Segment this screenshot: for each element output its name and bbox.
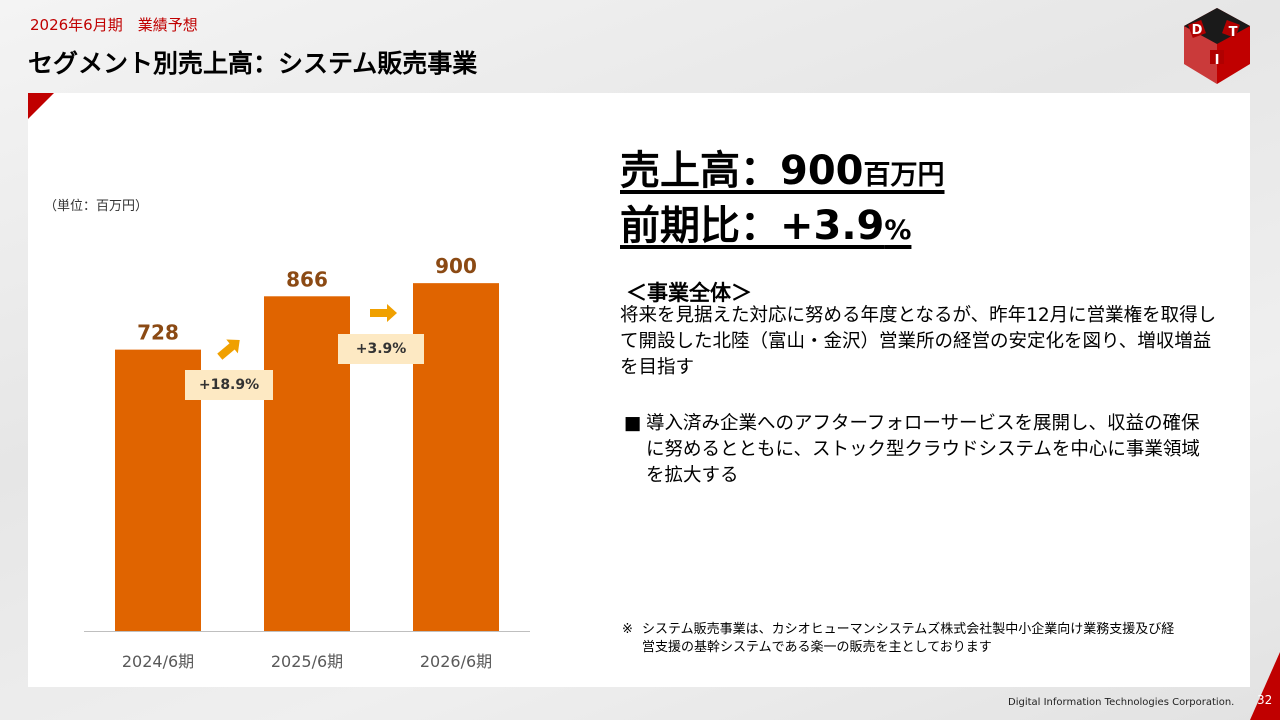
sales-value: 売上高：900 — [620, 148, 864, 194]
logo-letter-d: D — [1192, 23, 1203, 38]
category-label: 2025/6期 — [271, 652, 343, 671]
growth-label-2025: +18.9% — [185, 370, 273, 400]
bullet-text: 導入済み企業へのアフターフォローサービスを展開し、収益の確保に努めるとともに、ス… — [646, 413, 1200, 486]
bar-value-label: 728 — [137, 321, 179, 345]
yoy-unit: % — [884, 215, 912, 246]
page-subtitle: 2026年6月期 業績予想 — [30, 16, 198, 34]
bar-value-label: 866 — [286, 267, 328, 291]
page-number: 32 — [1257, 693, 1273, 707]
yoy-summary: 前期比：+3.9% — [620, 193, 911, 251]
yoy-value: 前期比：+3.9 — [620, 203, 885, 249]
corner-accent-left — [28, 93, 54, 119]
growth-arrow-icon — [370, 304, 397, 322]
section-heading: ＜事業全体＞ — [626, 281, 752, 305]
footer-company: Digital Information Technologies Corpora… — [1008, 697, 1235, 708]
note-mark: ※ — [622, 622, 633, 637]
bullet-square-icon: ■ — [624, 413, 642, 434]
bar-value-label: 900 — [435, 254, 477, 278]
bar-2025/6期 — [264, 296, 350, 631]
corner-accent-right — [1250, 652, 1280, 720]
sales-unit: 百万円 — [863, 160, 945, 191]
company-logo: D I T — [1184, 8, 1250, 84]
logo-letter-t: T — [1229, 25, 1238, 40]
sales-bar-chart: 728 2024/6期 866 2025/6期 900 2026/6期 — [84, 254, 530, 671]
category-label: 2026/6期 — [420, 652, 492, 671]
growth-arrow-icon — [217, 339, 240, 360]
note-text: システム販売事業は、カシオヒューマンシステムズ株式会社製中小企業向け業務支援及び… — [642, 622, 1175, 655]
section-description: 将来を見据えた対応に努める年度となるが、昨年12月に営業権を取得して開設した北陸… — [620, 305, 1217, 378]
bar-2026/6期 — [413, 283, 499, 631]
category-label: 2024/6期 — [122, 652, 194, 671]
sales-summary: 売上高：900百万円 — [620, 138, 945, 196]
page-title: セグメント別売上高：システム販売事業 — [28, 49, 478, 78]
growth-label-2026: +3.9% — [338, 334, 424, 364]
unit-label: （単位：百万円） — [44, 199, 149, 214]
logo-letter-i: I — [1215, 53, 1220, 68]
